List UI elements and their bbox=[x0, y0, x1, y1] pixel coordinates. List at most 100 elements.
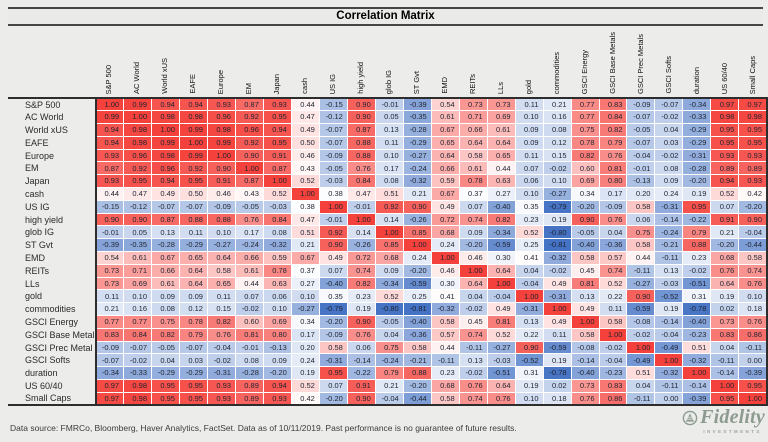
matrix-cell: 0.82 bbox=[206, 315, 236, 329]
matrix-cell: -0.02 bbox=[598, 340, 628, 355]
matrix-cell: 1.00 bbox=[374, 225, 404, 240]
matrix-cell: 0.10 bbox=[514, 187, 544, 201]
matrix-cell: 0.05 bbox=[123, 225, 153, 240]
table-row: World xUS 0.94 0.98 1.00 0.99 0.98 0.96 0.94 0.4… bbox=[8, 123, 768, 137]
matrix-cell: -0.03 bbox=[318, 174, 348, 189]
matrix-cell: 0.89 bbox=[710, 161, 740, 176]
matrix-cell: 0.19 bbox=[290, 366, 320, 381]
matrix-cell: -0.31 bbox=[514, 302, 544, 317]
matrix-cell: -0.27 bbox=[486, 340, 516, 355]
matrix-cell: 0.87 bbox=[151, 212, 180, 227]
matrix-cell: 0.98 bbox=[151, 148, 180, 163]
matrix-cell: 0.71 bbox=[123, 263, 153, 278]
matrix-cell: 1.00 bbox=[626, 340, 656, 355]
matrix-cell: 0.08 bbox=[542, 123, 572, 137]
matrix-cell: 0.49 bbox=[486, 302, 516, 317]
column-header-label: ST Gvt bbox=[412, 70, 422, 94]
matrix-cell: -0.32 bbox=[654, 366, 684, 381]
matrix-cell: 0.57 bbox=[430, 327, 460, 342]
matrix-cell: -0.26 bbox=[402, 212, 432, 227]
matrix-cell: -0.11 bbox=[710, 353, 740, 368]
matrix-cell: 0.13 bbox=[570, 289, 600, 304]
matrix-cell: 1.00 bbox=[570, 315, 600, 329]
matrix-cell: 0.76 bbox=[738, 276, 768, 291]
matrix-cell: -0.09 bbox=[94, 340, 125, 355]
matrix-cell: 0.07 bbox=[318, 263, 348, 278]
row-label: cash bbox=[25, 188, 45, 199]
matrix-cell: -0.01 bbox=[346, 199, 376, 214]
matrix-cell: -0.28 bbox=[151, 238, 180, 253]
matrix-cell: 0.64 bbox=[178, 263, 208, 278]
matrix-cell: 0.30 bbox=[430, 276, 460, 291]
matrix-cell: 0.84 bbox=[123, 327, 153, 342]
matrix-cell: 0.21 bbox=[374, 379, 404, 393]
matrix-cell: 0.90 bbox=[346, 97, 376, 112]
matrix-cell: 0.84 bbox=[262, 212, 292, 227]
matrix-cell: 0.98 bbox=[123, 123, 153, 137]
matrix-cell: 0.25 bbox=[402, 289, 432, 304]
matrix-cell: 0.66 bbox=[430, 161, 460, 176]
matrix-cell: 0.60 bbox=[234, 315, 264, 329]
column-header-label: S&P 500 bbox=[104, 64, 114, 94]
matrix-cell: 0.90 bbox=[514, 340, 544, 355]
matrix-cell: -0.24 bbox=[234, 238, 264, 253]
matrix-cell: -0.49 bbox=[626, 353, 656, 368]
matrix-cell: 0.46 bbox=[290, 148, 320, 163]
matrix-cell: 0.95 bbox=[178, 391, 208, 406]
matrix-cell: 1.00 bbox=[178, 135, 208, 150]
matrix-cell: 0.83 bbox=[710, 327, 740, 342]
matrix-cell: 0.93 bbox=[738, 174, 768, 189]
matrix-cell: -0.04 bbox=[206, 340, 236, 355]
matrix-cell: -0.03 bbox=[262, 199, 292, 214]
matrix-cell: 0.03 bbox=[178, 353, 208, 368]
matrix-cell: -0.27 bbox=[626, 276, 656, 291]
matrix-cell: 0.97 bbox=[710, 97, 740, 112]
matrix-cell: 0.52 bbox=[374, 289, 404, 304]
matrix-cell: 0.52 bbox=[290, 174, 320, 189]
row-label: US 60/40 bbox=[25, 380, 63, 391]
matrix-cell: 0.95 bbox=[710, 135, 740, 150]
matrix-cell: 0.08 bbox=[374, 174, 404, 189]
matrix-cell: 0.88 bbox=[682, 238, 712, 253]
matrix-cell: 0.19 bbox=[542, 212, 572, 227]
matrix-cell: 0.93 bbox=[206, 379, 236, 393]
matrix-cell: -0.32 bbox=[262, 238, 292, 253]
matrix-cell: -0.81 bbox=[542, 238, 572, 253]
matrix-cell: 0.79 bbox=[598, 135, 628, 150]
matrix-cell: 0.51 bbox=[374, 187, 404, 201]
fidelity-investments-label: INVESTMENTS bbox=[703, 428, 762, 434]
matrix-cell: -0.01 bbox=[374, 97, 404, 112]
matrix-cell: 0.49 bbox=[570, 302, 600, 317]
matrix-cell: 0.64 bbox=[486, 379, 516, 393]
matrix-cell: 0.90 bbox=[206, 161, 236, 176]
column-header: World xUS bbox=[152, 22, 180, 98]
matrix-cell: 0.98 bbox=[123, 135, 153, 150]
matrix-cell: -0.07 bbox=[178, 199, 208, 214]
matrix-cell: 0.79 bbox=[682, 225, 712, 240]
matrix-cell: -0.12 bbox=[123, 199, 153, 214]
matrix-cell: 0.79 bbox=[374, 366, 404, 381]
row-label: EAFE bbox=[25, 137, 49, 148]
column-header-label: EAFE bbox=[188, 74, 198, 94]
matrix-cell: 0.34 bbox=[570, 187, 600, 201]
matrix-cell: 0.69 bbox=[570, 174, 600, 189]
matrix-cell: 0.64 bbox=[710, 276, 740, 291]
matrix-cell: 0.98 bbox=[123, 379, 153, 393]
matrix-cell: 0.94 bbox=[94, 123, 125, 137]
matrix-cell: 0.11 bbox=[514, 97, 544, 112]
matrix-cell: 0.67 bbox=[290, 251, 320, 265]
matrix-cell: -0.40 bbox=[682, 315, 712, 329]
matrix-cell: -0.04 bbox=[486, 289, 516, 304]
matrix-cell: 0.47 bbox=[346, 187, 376, 201]
matrix-cell: -0.33 bbox=[123, 366, 153, 381]
row-label: S&P 500 bbox=[25, 99, 61, 110]
matrix-cell: 0.10 bbox=[738, 289, 768, 304]
matrix-cell: 0.47 bbox=[290, 212, 320, 227]
table-row: S&P 500 1.00 0.99 0.94 0.94 0.93 0.87 0.93 0.44-… bbox=[8, 97, 768, 112]
matrix-cell: -0.32 bbox=[542, 251, 572, 265]
matrix-cell: 0.11 bbox=[178, 225, 208, 240]
matrix-cell: 0.12 bbox=[178, 302, 208, 317]
matrix-cell: 0.76 bbox=[206, 327, 236, 342]
matrix-cell: -0.20 bbox=[458, 238, 488, 253]
matrix-cell: 0.95 bbox=[318, 366, 348, 381]
